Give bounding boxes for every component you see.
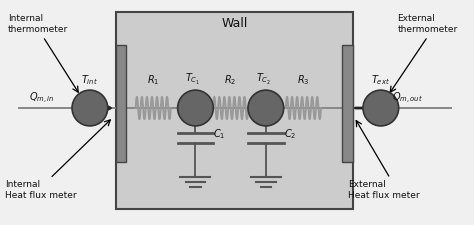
Text: $T_{C_2}$: $T_{C_2}$ [256, 72, 271, 87]
Text: $C_1$: $C_1$ [213, 127, 226, 141]
Bar [116, 12, 353, 209]
Text: Internal
Heat flux meter: Internal Heat flux meter [5, 180, 77, 200]
Text: $Q_{m,in}$: $Q_{m,in}$ [29, 91, 55, 106]
Bar [116, 45, 126, 162]
Text: $R_3$: $R_3$ [297, 73, 310, 87]
Text: $C_2$: $C_2$ [283, 127, 296, 141]
Text: Internal
thermometer: Internal thermometer [8, 14, 68, 34]
Text: External
Heat flux meter: External Heat flux meter [348, 180, 419, 200]
Text: $T_{ext}$: $T_{ext}$ [371, 73, 391, 87]
Ellipse shape [178, 90, 213, 126]
Text: $T_{int}$: $T_{int}$ [82, 73, 99, 87]
Ellipse shape [72, 90, 108, 126]
Text: $T_{C_1}$: $T_{C_1}$ [185, 72, 201, 87]
Text: $Q_{m,out}$: $Q_{m,out}$ [392, 91, 423, 106]
Text: $R_1$: $R_1$ [147, 73, 159, 87]
Ellipse shape [248, 90, 283, 126]
Text: $R_2$: $R_2$ [225, 73, 237, 87]
Ellipse shape [363, 90, 399, 126]
Text: External
thermometer: External thermometer [397, 14, 457, 34]
Text: Wall: Wall [221, 17, 247, 29]
Bar [342, 45, 353, 162]
